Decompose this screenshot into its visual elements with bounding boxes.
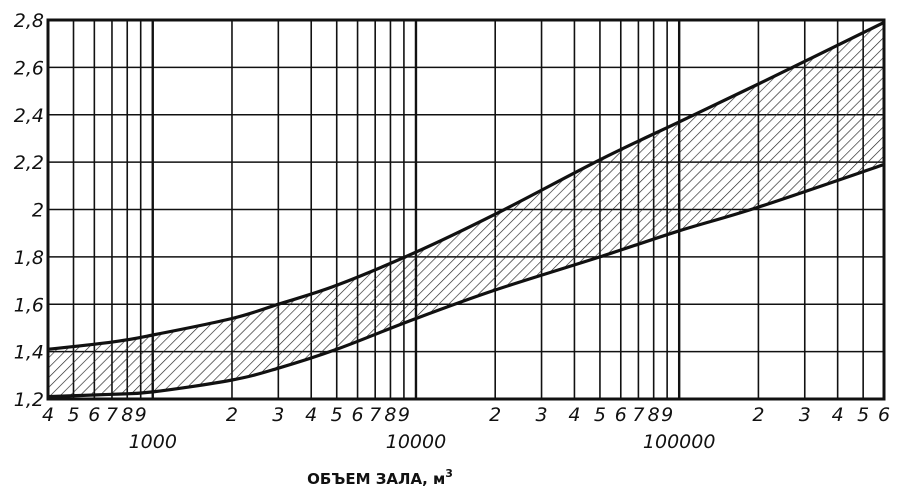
y-tick-label: 2,4: [14, 105, 44, 127]
x-tick-label: 8: [648, 404, 660, 426]
x-tick-label: 6: [88, 404, 100, 426]
x-decade-label: 10000: [386, 431, 446, 453]
x-tick-label: 9: [398, 404, 410, 426]
x-tick-label: 6: [878, 404, 890, 426]
x-tick-label: 9: [135, 404, 147, 426]
x-tick-label: 3: [272, 404, 284, 426]
x-tick-label: 3: [536, 404, 548, 426]
hatched-band: [48, 22, 884, 397]
x-tick-label: 5: [331, 404, 343, 426]
y-tick-label: 1,8: [14, 247, 44, 269]
lower-curve: [47, 162, 885, 399]
x-tick-label: 8: [384, 404, 396, 426]
x-axis-label-superscript: 3: [445, 467, 453, 480]
x-tick-label: 5: [857, 404, 869, 426]
y-tick-label: 2,8: [14, 10, 44, 32]
x-tick-label: 9: [661, 404, 673, 426]
x-decade-labels: 1000 10000 100000: [129, 431, 716, 453]
plot-frame: [46, 18, 886, 401]
x-tick-label: 6: [615, 404, 627, 426]
y-tick-labels: 1,2 1,4 1,6 1,8 2 2,2 2,4 2,6 2,8: [14, 10, 44, 411]
x-tick-label: 2: [489, 404, 501, 426]
y-tick-label: 2: [32, 200, 44, 222]
x-axis-label-text: ОБЪЕМ ЗАЛА, м: [307, 470, 445, 488]
y-tick-label: 2,6: [14, 57, 44, 79]
x-tick-label: 5: [594, 404, 606, 426]
x-tick-label: 3: [799, 404, 811, 426]
y-tick-label: 1,4: [14, 342, 44, 364]
x-tick-label: 5: [67, 404, 79, 426]
x-tick-label: 7: [106, 404, 118, 426]
x-tick-label: 4: [832, 404, 844, 426]
x-tick-label: 2: [226, 404, 238, 426]
x-tick-label: 8: [121, 404, 133, 426]
y-tick-label: 1,6: [14, 294, 44, 316]
x-tick-label: 4: [305, 404, 317, 426]
x-decade-label: 100000: [643, 431, 716, 453]
x-tick-label: 4: [42, 404, 54, 426]
x-tick-label: 6: [352, 404, 364, 426]
x-tick-label: 7: [369, 404, 381, 426]
y-tick-label: 1,2: [14, 389, 44, 411]
y-tick-label: 2,2: [14, 152, 44, 174]
x-tick-label: 7: [632, 404, 644, 426]
x-tick-label: 4: [568, 404, 580, 426]
series-lines: [47, 20, 885, 399]
x-tick-label: 2: [752, 404, 764, 426]
x-axis-label: ОБЪЕМ ЗАЛА, м3: [307, 467, 453, 488]
upper-curve: [47, 20, 885, 351]
x-decade-label: 1000: [129, 431, 177, 453]
